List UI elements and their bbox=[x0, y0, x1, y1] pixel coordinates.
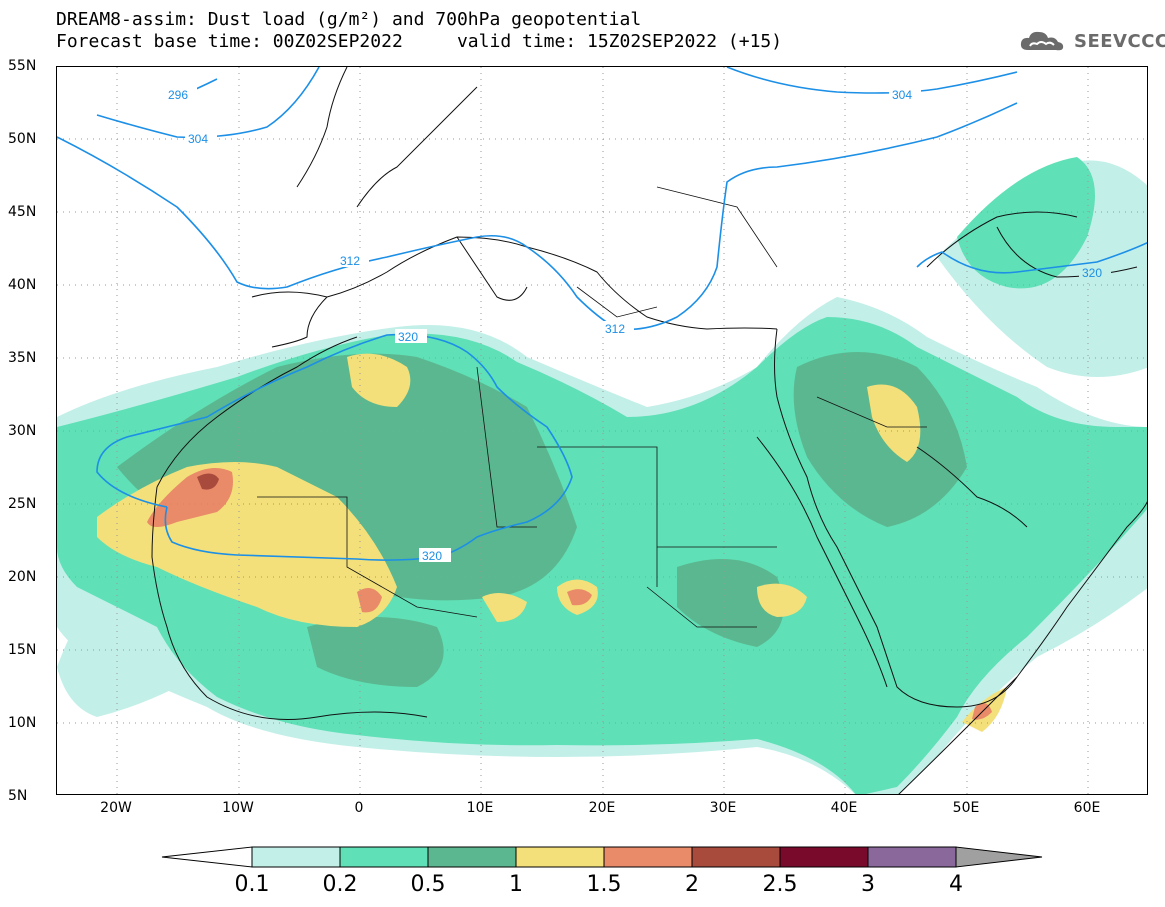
colorbar-segment-2 bbox=[339, 846, 429, 868]
colorbar-segment-5 bbox=[603, 846, 693, 868]
contour-label-304-west: 304 bbox=[188, 132, 208, 146]
country-borders bbox=[257, 186, 927, 628]
colorbar-over-arrow bbox=[955, 846, 1043, 868]
contour-label-312-central: 312 bbox=[605, 322, 625, 336]
contour-label-320-north: 320 bbox=[398, 330, 418, 344]
lat-label-30n: 30N bbox=[8, 423, 37, 439]
lon-label-60e: 60E bbox=[1073, 800, 1101, 816]
contour-label-320-south: 320 bbox=[422, 549, 442, 563]
contour-label-312-west: 312 bbox=[340, 254, 360, 268]
grid-lines bbox=[57, 67, 1147, 794]
lon-label-0: 0 bbox=[354, 800, 364, 816]
colorbar-label-1: 1 bbox=[509, 872, 523, 897]
cloud-icon bbox=[1020, 31, 1064, 51]
logo-text: SEEVCCC bbox=[1074, 30, 1165, 52]
lat-label-10n: 10N bbox=[8, 715, 37, 731]
title-line2: Forecast base time: 00Z02SEP2022 valid t… bbox=[56, 31, 783, 52]
colorbar-label-1.5: 1.5 bbox=[586, 872, 622, 897]
lat-label-20n: 20N bbox=[8, 569, 37, 585]
colorbar-segment-8 bbox=[867, 846, 957, 868]
logo: SEEVCCC bbox=[1018, 26, 1165, 56]
lat-label-5n: 5N bbox=[8, 788, 28, 804]
colorbar-segment-3 bbox=[427, 846, 517, 868]
colorbar-label-2.5: 2.5 bbox=[762, 872, 798, 897]
colorbar-segment-6 bbox=[691, 846, 781, 868]
lat-label-45n: 45N bbox=[8, 204, 37, 220]
lat-label-15n: 15N bbox=[8, 642, 37, 658]
colorbar-segment-1 bbox=[251, 846, 341, 868]
geopotential-contours bbox=[57, 67, 1147, 561]
dust-map: 296 304 304 312 312 320 320 320 bbox=[57, 67, 1147, 794]
colorbar bbox=[161, 846, 1043, 868]
lon-label-20w: 20W bbox=[100, 800, 132, 816]
title-line1: DREAM8-assim: Dust load (g/m²) and 700hP… bbox=[56, 9, 642, 30]
colorbar-label-0.1: 0.1 bbox=[234, 872, 270, 897]
colorbar-label-4: 4 bbox=[949, 872, 963, 897]
map-panel: 296 304 304 312 312 320 320 320 bbox=[56, 66, 1148, 795]
lat-label-55n: 55N bbox=[8, 58, 37, 74]
colorbar-segment-7 bbox=[779, 846, 869, 868]
contour-label-304-east: 304 bbox=[892, 88, 912, 102]
colorbar-segment-4 bbox=[515, 846, 605, 868]
lon-label-40e: 40E bbox=[830, 800, 858, 816]
lat-label-25n: 25N bbox=[8, 496, 37, 512]
lat-label-40n: 40N bbox=[8, 277, 37, 293]
colorbar-label-0.5: 0.5 bbox=[410, 872, 446, 897]
lon-label-30e: 30E bbox=[709, 800, 737, 816]
lon-label-20e: 20E bbox=[588, 800, 616, 816]
contour-label-296: 296 bbox=[168, 88, 188, 102]
lat-label-35n: 35N bbox=[8, 350, 37, 366]
colorbar-under-arrow bbox=[161, 846, 253, 868]
lon-label-10w: 10W bbox=[222, 800, 254, 816]
colorbar-label-2: 2 bbox=[685, 872, 699, 897]
lon-label-50e: 50E bbox=[952, 800, 980, 816]
lon-label-10e: 10E bbox=[466, 800, 494, 816]
lat-label-50n: 50N bbox=[8, 131, 37, 147]
contour-label-320-east: 320 bbox=[1082, 266, 1102, 280]
colorbar-label-3: 3 bbox=[861, 872, 875, 897]
colorbar-label-0.2: 0.2 bbox=[322, 872, 358, 897]
contour-labels: 296 304 304 312 312 320 320 320 bbox=[165, 87, 1111, 563]
